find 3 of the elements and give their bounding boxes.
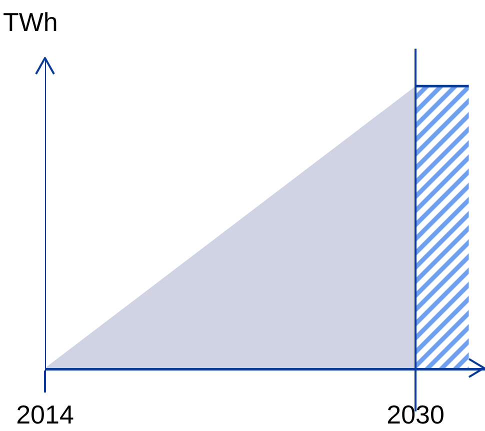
x-tick-label: 2014 [16, 400, 74, 430]
x-tick-label: 2030 [386, 400, 444, 430]
y-axis-title: TWh [3, 7, 58, 37]
